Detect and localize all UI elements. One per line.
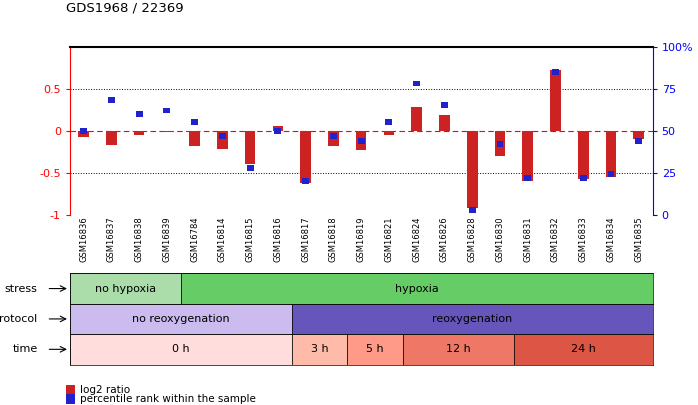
Text: time: time xyxy=(13,344,38,354)
Bar xyxy=(106,130,117,145)
Bar xyxy=(524,175,531,181)
Bar xyxy=(70,304,292,334)
Bar xyxy=(330,133,337,139)
Text: percentile rank within the sample: percentile rank within the sample xyxy=(80,394,256,404)
Text: reoxygenation: reoxygenation xyxy=(432,314,512,324)
Bar xyxy=(302,178,309,184)
Bar xyxy=(191,119,198,125)
Bar xyxy=(135,111,142,117)
Bar xyxy=(108,98,115,103)
Bar xyxy=(552,69,559,75)
Bar xyxy=(384,130,394,135)
Bar xyxy=(580,175,587,181)
Bar xyxy=(162,130,172,132)
Bar xyxy=(356,130,366,150)
Bar xyxy=(78,130,89,137)
Bar xyxy=(217,130,228,149)
Bar xyxy=(403,334,514,364)
Bar xyxy=(328,130,339,146)
Bar xyxy=(385,119,392,125)
Bar xyxy=(348,334,403,364)
Bar xyxy=(292,334,348,364)
Bar xyxy=(189,130,200,146)
Bar xyxy=(495,130,505,156)
Bar xyxy=(300,130,311,183)
Text: GDS1968 / 22369: GDS1968 / 22369 xyxy=(66,1,184,14)
Bar xyxy=(578,130,588,179)
Bar xyxy=(467,130,477,208)
Text: no hypoxia: no hypoxia xyxy=(95,284,156,294)
Bar xyxy=(439,115,450,130)
Text: 0 h: 0 h xyxy=(172,344,190,354)
Bar xyxy=(496,141,503,147)
Text: hypoxia: hypoxia xyxy=(395,284,438,294)
Text: stress: stress xyxy=(5,284,38,294)
Bar xyxy=(635,138,642,144)
Bar xyxy=(411,107,422,130)
Bar xyxy=(70,334,292,364)
Bar xyxy=(80,128,87,134)
Bar xyxy=(634,130,644,139)
Bar xyxy=(163,107,170,113)
Text: 12 h: 12 h xyxy=(446,344,470,354)
Bar xyxy=(292,304,653,334)
Text: protocol: protocol xyxy=(0,314,38,324)
Bar xyxy=(273,126,283,130)
Bar xyxy=(606,130,616,177)
Bar xyxy=(70,273,181,304)
Bar xyxy=(358,138,364,144)
Bar xyxy=(245,130,255,164)
Bar xyxy=(219,133,226,139)
Bar xyxy=(181,273,653,304)
Bar xyxy=(441,102,448,109)
Text: no reoxygenation: no reoxygenation xyxy=(132,314,230,324)
Bar xyxy=(134,130,144,135)
Text: 24 h: 24 h xyxy=(571,344,595,354)
Bar xyxy=(246,165,253,171)
Bar xyxy=(514,334,653,364)
Bar xyxy=(274,128,281,134)
Bar xyxy=(550,70,560,130)
Text: log2 ratio: log2 ratio xyxy=(80,385,131,394)
Bar xyxy=(607,171,614,177)
Bar xyxy=(523,130,533,181)
Text: 5 h: 5 h xyxy=(366,344,384,354)
Bar xyxy=(469,207,476,213)
Text: 3 h: 3 h xyxy=(311,344,328,354)
Bar xyxy=(413,81,420,87)
